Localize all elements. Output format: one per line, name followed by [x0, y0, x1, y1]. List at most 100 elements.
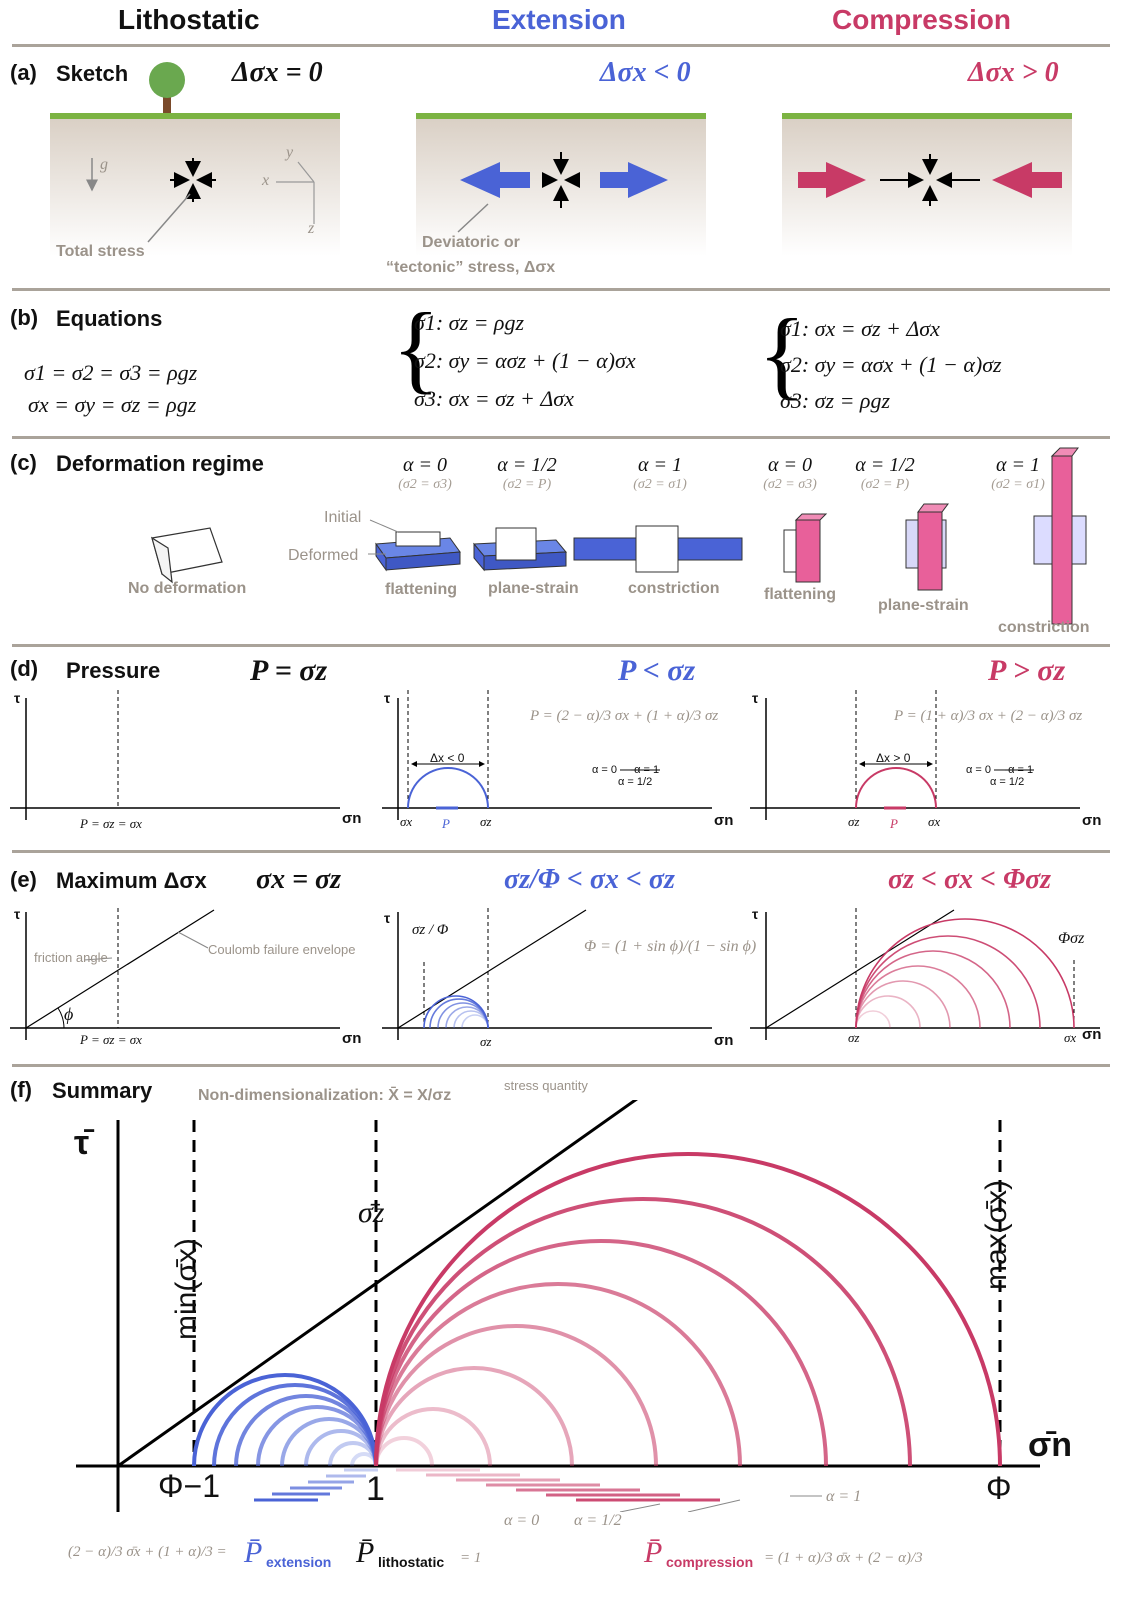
compression-circle: [374, 1324, 658, 1467]
nondim-label: Non-dimensionalization: X̄ = X/σz: [198, 1087, 452, 1104]
alpha1-label: α = 1: [826, 1488, 862, 1505]
compression-circle: [374, 1282, 742, 1467]
p-mid-label: P: [442, 816, 450, 831]
red-arrow-right: [992, 162, 1062, 198]
sigma-n-label: σn: [342, 810, 362, 827]
eq-b-right-2: σ2: σy = ασx + (1 − α)σz: [780, 352, 1002, 377]
compression-pressure-bars: [396, 1468, 720, 1502]
extension-pressure-bars: [254, 1468, 378, 1502]
dx-neg-label: Δx < 0: [430, 751, 465, 765]
box-constriction-ext: [573, 525, 743, 573]
panel-e-title: Maximum Δσx: [56, 868, 207, 893]
eq-d-mid: P < σz: [618, 654, 696, 687]
tau-label: τ: [14, 690, 21, 706]
eq-d-right: P > σz: [988, 654, 1066, 687]
sigma-n-label: σn: [342, 1030, 362, 1047]
regime-label: α = 1 (σ2 = σ1): [633, 454, 687, 492]
p-lith-sub: lithostatic: [378, 1554, 445, 1570]
p-right-label: P: [890, 816, 898, 831]
sx-label: σx: [1064, 1030, 1077, 1045]
tau-label: τ: [752, 690, 759, 706]
ground-block-left: [50, 116, 340, 256]
regime-label: α = 1/2 (σ2 = P): [855, 454, 915, 492]
sketch-panel: [50, 62, 1072, 256]
eq-b-right-1: σ1: σx = σz + Δσx: [780, 316, 940, 341]
phi-label: Φ: [986, 1470, 1012, 1506]
panel-d-title: Pressure: [66, 658, 161, 683]
eq-compression-a: Δσx > 0: [968, 57, 1059, 88]
alpha-half-label: α = 1/2: [574, 1512, 622, 1529]
p-comp-symbol: P̄: [644, 1536, 663, 1569]
sigma-n-label: σn: [1082, 1026, 1102, 1043]
compression-circle: [374, 1407, 492, 1467]
eq-e-right: σz < σx < Φσz: [888, 864, 1052, 895]
tau-label: τ: [14, 906, 21, 922]
sx-label: σx: [400, 814, 413, 829]
phi-formula: Φ = (1 + sin ϕ)/(1 − sin ϕ): [584, 938, 757, 955]
panel-e-label: (e): [10, 867, 37, 892]
sz-over-phi-label: σz / Φ: [412, 922, 449, 938]
deformed-label: Deformed: [288, 547, 359, 564]
p-left-label: P = σz = σx: [80, 816, 142, 831]
p-lith-symbol: P̄: [356, 1536, 375, 1569]
phi-sz-label: Φσz: [1058, 930, 1085, 947]
p-lith-eq: = 1: [460, 1550, 482, 1566]
deviatoric-label-2: “tectonic” stress, Δσx: [386, 259, 556, 276]
tau-label: τ: [752, 906, 759, 922]
alpha-half-right: α = 1/2: [990, 776, 1025, 788]
axis-z-label: z: [308, 220, 315, 237]
panel-a-label: (a): [10, 60, 37, 85]
friction-angle-label: friction angle: [34, 950, 108, 965]
panel-b-title: Equations: [56, 306, 163, 331]
brace-right: {: [758, 298, 806, 409]
box-flattening-ext: [375, 531, 461, 572]
total-stress-label: Total stress: [56, 243, 145, 260]
header-extension: Extension: [492, 4, 626, 35]
sz-label: σz: [848, 1030, 860, 1045]
sz-label: σz: [480, 1034, 492, 1049]
eq-b-left-1: σ1 = σ2 = σ3 = ρgz: [24, 360, 198, 385]
sx-label: σx: [928, 814, 941, 829]
panel-f-label: (f): [10, 1077, 32, 1102]
stress-quantity-label: stress quantity: [504, 1078, 588, 1093]
p-left-label-e: P = σz = σx: [80, 1032, 142, 1047]
sz-label: σz: [848, 814, 860, 829]
mid-pressure-formula: P = (2 − α)/3 σx + (1 + α)/3 σz: [530, 708, 719, 724]
divider: [12, 436, 1110, 439]
coulomb-envelope: [117, 1100, 638, 1468]
alpha-scale-right: α = 0 — α = 1: [966, 764, 1034, 776]
compression-circle: [374, 1366, 574, 1467]
divider: [12, 44, 1110, 47]
compression-circles: [374, 1152, 1002, 1467]
total-stress-leader: [147, 193, 191, 243]
panel-f-title: Summary: [52, 1078, 153, 1103]
p-ext-sub: extension: [266, 1554, 332, 1570]
constriction-ext-label: constriction: [628, 580, 720, 597]
divider: [12, 288, 1110, 291]
compression-circle: [374, 1239, 828, 1467]
p-ext-formula: (2 − α)/3 σ̄x + (1 + α)/3 =: [68, 1544, 227, 1560]
initial-label: Initial: [324, 509, 362, 526]
pressure-plots: [10, 690, 1080, 820]
compression-circle: [374, 1152, 1002, 1467]
eq-d-left: P = σz: [250, 654, 328, 687]
extension-circle: [350, 1452, 378, 1467]
eq-extension-a: Δσx < 0: [600, 57, 691, 88]
eq-b-mid-1: σ1: σz = ρgz: [414, 310, 525, 335]
p-comp-sub: compression: [666, 1554, 754, 1570]
phi-inv-label: Φ−1: [158, 1468, 221, 1504]
initial-leader: [369, 519, 399, 533]
eq-b-left-2: σx = σy = σz = ρgz: [28, 392, 197, 417]
grass-left: [50, 113, 340, 119]
header-lithostatic: Lithostatic: [118, 4, 260, 35]
p-ext-symbol: P̄: [244, 1536, 263, 1569]
alpha-half-leader: [687, 1499, 741, 1512]
sigma-n-label: σn: [714, 1032, 734, 1049]
panel-b-label: (b): [10, 305, 39, 330]
eq-e-mid: σz/Φ < σx < σz: [504, 864, 675, 895]
divider: [12, 1064, 1110, 1067]
regime-label: α = 1/2 (σ2 = P): [497, 454, 557, 492]
alpha0-label: α = 0: [504, 1512, 540, 1529]
tree-trunk: [163, 88, 171, 116]
regime-label: α = 0 (σ2 = σ3): [398, 454, 452, 492]
